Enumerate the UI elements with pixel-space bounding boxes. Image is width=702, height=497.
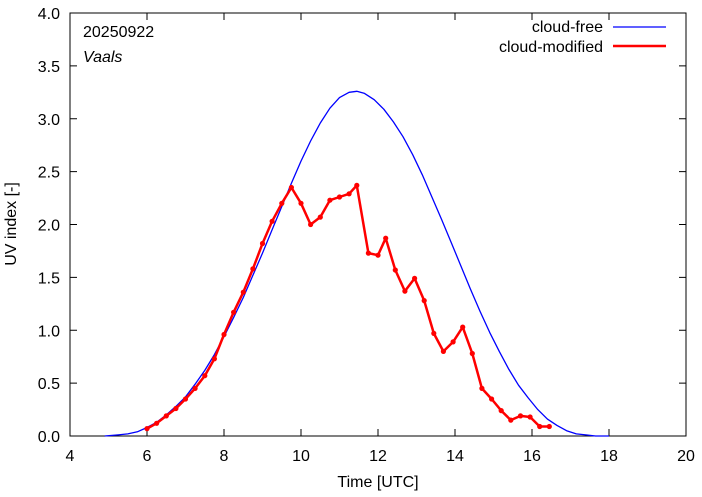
series-layer (104, 90, 609, 437)
data-point-cloud-modified (354, 182, 360, 188)
data-point-cloud-modified (527, 414, 533, 420)
data-point-cloud-modified (192, 385, 198, 391)
y-tick-label: 0.5 (38, 376, 60, 393)
data-point-cloud-modified (517, 413, 524, 419)
x-tick-label: 14 (446, 448, 464, 465)
tick-labels: 4 6 8 10 12 14 16 18 20 0.0 0.5 1.0 1.5 2.0 2.5 3.0 3.5 4… (38, 6, 695, 465)
y-tick-label: 4.0 (38, 6, 60, 23)
x-tick-label: 6 (143, 448, 152, 465)
series-line-cloud-modified (146, 184, 550, 430)
legend-label-cloud-free: cloud-free (532, 19, 603, 36)
x-tick-label: 18 (600, 448, 618, 465)
data-point-cloud-modified (308, 221, 314, 228)
data-point-cloud-modified (317, 214, 323, 220)
y-axis-title: UV index [-] (3, 182, 20, 266)
series-line-cloud-free (104, 90, 609, 437)
data-point-cloud-modified (440, 348, 446, 354)
x-axis-title: Time [UTC] (337, 474, 418, 491)
y-tick-label: 0.0 (38, 429, 60, 446)
data-point-cloud-modified (298, 200, 304, 206)
data-point-cloud-modified (469, 350, 475, 357)
data-point-cloud-modified (279, 200, 285, 206)
data-point-cloud-modified (431, 330, 437, 336)
data-point-cloud-modified (240, 289, 246, 295)
data-point-cloud-modified (211, 356, 217, 362)
y-tick-label: 1.5 (38, 270, 60, 287)
y-tick-label: 3.5 (38, 59, 60, 76)
x-tick-label: 16 (523, 448, 541, 465)
data-point-cloud-modified (154, 420, 160, 426)
axis-ticks (69, 12, 687, 437)
legend: cloud-free cloud-modified (499, 19, 666, 56)
data-point-cloud-modified (221, 331, 227, 338)
x-tick-label: 4 (66, 448, 75, 465)
x-tick-label: 8 (220, 448, 229, 465)
data-point-cloud-modified (489, 396, 495, 402)
y-tick-label: 3.0 (38, 112, 60, 129)
data-point-cloud-modified (508, 417, 514, 423)
y-tick-label: 1.0 (38, 323, 60, 340)
data-point-cloud-modified (537, 423, 543, 430)
data-point-cloud-modified (250, 266, 256, 272)
data-point-cloud-modified (259, 240, 266, 247)
x-tick-label: 10 (292, 448, 310, 465)
y-tick-label: 2.5 (38, 165, 60, 182)
data-point-cloud-modified (288, 184, 294, 191)
data-point-cloud-modified (182, 396, 189, 402)
data-point-cloud-modified (173, 405, 179, 412)
x-tick-label: 12 (369, 448, 387, 465)
data-point-cloud-modified (231, 309, 237, 315)
data-point-cloud-modified (375, 252, 381, 258)
data-point-cloud-modified (202, 373, 208, 379)
data-point-cloud-modified (144, 426, 150, 432)
data-point-cloud-modified (450, 339, 456, 345)
data-point-cloud-modified (498, 408, 504, 414)
data-point-cloud-modified (365, 250, 371, 256)
station-annotation: Vaals (83, 49, 122, 66)
data-point-cloud-modified (546, 423, 552, 430)
data-point-cloud-modified (383, 235, 389, 241)
data-point-cloud-modified (412, 275, 418, 281)
legend-label-cloud-modified: cloud-modified (499, 39, 603, 56)
data-point-cloud-modified (479, 385, 485, 391)
data-point-cloud-modified (421, 298, 427, 304)
data-point-cloud-modified (402, 288, 408, 294)
data-point-cloud-modified (336, 194, 343, 200)
plot-frame (69, 12, 687, 437)
x-tick-label: 20 (677, 448, 695, 465)
data-point-cloud-modified (392, 267, 398, 273)
data-point-cloud-modified (163, 413, 169, 419)
data-point-cloud-modified (460, 324, 466, 330)
data-point-cloud-modified (269, 218, 275, 224)
date-annotation: 20250922 (83, 24, 154, 41)
data-point-cloud-modified (346, 191, 352, 197)
y-tick-label: 2.0 (38, 218, 60, 235)
data-point-cloud-modified (327, 197, 333, 203)
